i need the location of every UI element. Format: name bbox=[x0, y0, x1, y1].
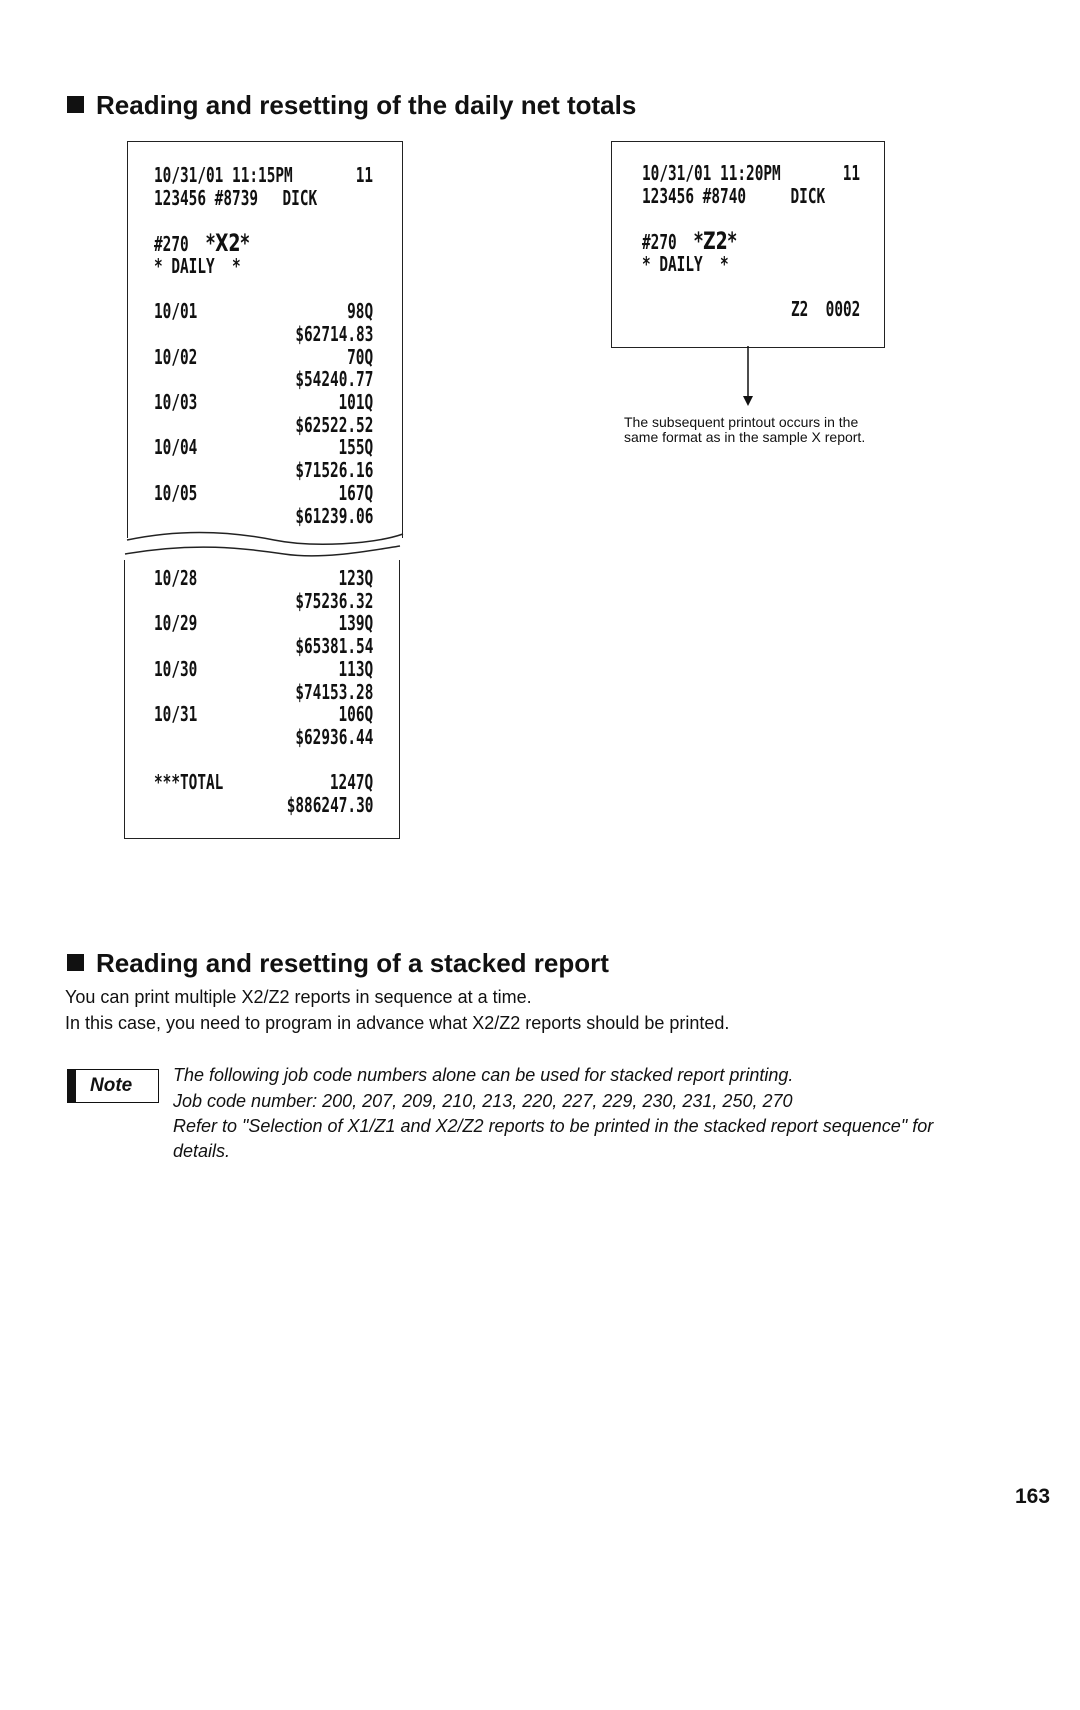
total-amount: $886247.30 bbox=[286, 793, 373, 817]
day-date: 10/03 bbox=[154, 390, 198, 414]
job-code: #270 bbox=[154, 232, 189, 257]
arrow-down-icon bbox=[743, 346, 753, 406]
note-line-3: Refer to "Selection of X1/Z1 and X2/Z2 r… bbox=[173, 1116, 934, 1136]
day-count: 139Q bbox=[338, 611, 373, 636]
day-amount: $65381.54 bbox=[294, 634, 373, 659]
day-date: 10/28 bbox=[154, 566, 198, 590]
day-date: 10/05 bbox=[154, 480, 198, 505]
day-count: 101Q bbox=[338, 390, 373, 414]
note-line-2: Job code number: 200, 207, 209, 210, 213… bbox=[173, 1091, 793, 1111]
day-amount: $74153.28 bbox=[294, 679, 373, 704]
day-date: 10/01 bbox=[154, 299, 198, 324]
day-count: 113Q bbox=[338, 656, 373, 681]
page-number: 163 bbox=[1015, 1485, 1051, 1508]
body-line-2: In this case, you need to program in adv… bbox=[65, 1013, 730, 1033]
note-line-1: The following job code numbers alone can… bbox=[173, 1065, 794, 1085]
receipt-machine-no: 11 bbox=[355, 163, 373, 187]
note-badge: Note bbox=[67, 1069, 159, 1103]
day-count: 123Q bbox=[338, 566, 373, 590]
total-count: 1247Q bbox=[329, 770, 373, 795]
day-count: 155Q bbox=[338, 435, 373, 460]
z2-receipt bbox=[611, 141, 885, 348]
caption-line-1: The subsequent printout occurs in the bbox=[624, 414, 859, 430]
reset-counter: Z2 0002 bbox=[790, 297, 860, 322]
receipt-consecutive-no: 123456 #8739 bbox=[154, 185, 259, 210]
note-label: Note bbox=[90, 1075, 133, 1096]
receipt-clerk: DICK bbox=[282, 185, 317, 210]
x2-receipt-bottom bbox=[124, 560, 400, 839]
caption: The subsequent printout occurs in the sa… bbox=[624, 415, 865, 445]
day-count: 70Q bbox=[346, 344, 373, 369]
day-date: 10/04 bbox=[154, 435, 198, 460]
receipt-datetime: 10/31/01 11:20PM bbox=[642, 161, 781, 185]
heading-text: Reading and resetting of a stacked repor… bbox=[96, 948, 609, 978]
receipt-clerk: DICK bbox=[790, 183, 825, 208]
receipt-consecutive-no: 123456 #8740 bbox=[642, 183, 747, 208]
heading-text: Reading and resetting of the daily net t… bbox=[96, 90, 637, 120]
receipt-title: #270 *Z2* bbox=[642, 227, 737, 256]
day-count: 167Q bbox=[338, 480, 373, 505]
day-amount: $71526.16 bbox=[294, 458, 373, 483]
day-amount: $61239.06 bbox=[294, 503, 373, 528]
job-code: #270 bbox=[642, 230, 677, 255]
receipt-report-type: * DAILY * bbox=[154, 253, 241, 278]
day-date: 10/02 bbox=[154, 344, 198, 369]
note-line-4: details. bbox=[173, 1141, 231, 1161]
day-count: 106Q bbox=[338, 702, 373, 727]
note-bar bbox=[68, 1070, 76, 1102]
day-amount: $62522.52 bbox=[294, 412, 373, 437]
x2-receipt-top bbox=[127, 141, 403, 538]
receipt-datetime: 10/31/01 11:15PM bbox=[154, 163, 293, 187]
day-amount: $62714.83 bbox=[294, 321, 373, 346]
caption-line-2: same format as in the sample X report. bbox=[624, 429, 866, 445]
report-mode: *X2* bbox=[206, 229, 250, 258]
day-date: 10/29 bbox=[154, 611, 198, 636]
total-label: ***TOTAL bbox=[154, 770, 224, 795]
receipt-report-type: * DAILY * bbox=[642, 251, 729, 276]
day-amount: $62936.44 bbox=[294, 724, 373, 749]
receipt-machine-no: 11 bbox=[842, 161, 860, 185]
day-date: 10/31 bbox=[154, 702, 198, 727]
receipt-tear-edge bbox=[124, 531, 404, 557]
section-heading-daily-net-totals: Reading and resetting of the daily net t… bbox=[67, 90, 636, 121]
body-line-1: You can print multiple X2/Z2 reports in … bbox=[65, 987, 532, 1007]
day-date: 10/30 bbox=[154, 656, 198, 681]
bullet-square-icon bbox=[67, 954, 84, 971]
report-mode: *Z2* bbox=[694, 227, 737, 256]
bullet-square-icon bbox=[67, 96, 84, 113]
day-count: 98Q bbox=[346, 299, 373, 324]
day-amount: $54240.77 bbox=[294, 367, 373, 392]
receipt-title: #270 *X2* bbox=[154, 229, 250, 258]
day-amount: $75236.32 bbox=[294, 588, 373, 613]
section-heading-stacked-report: Reading and resetting of a stacked repor… bbox=[67, 948, 609, 979]
